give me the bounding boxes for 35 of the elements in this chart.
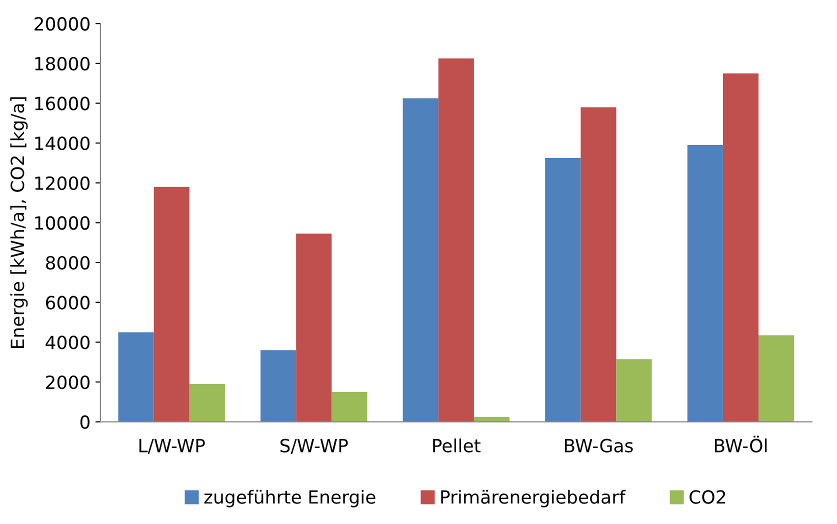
bar [260, 350, 296, 422]
bar [545, 158, 581, 422]
y-tick-label: 14000 [35, 136, 90, 150]
y-tick-label: 6000 [46, 296, 90, 310]
bar [438, 58, 474, 422]
x-tick-label: S/W-WP [280, 438, 348, 454]
bar [580, 107, 616, 422]
legend-label: CO2 [690, 490, 726, 504]
y-axis-title: Energie [kWh/a], CO2 [kg/a] [10, 97, 28, 348]
y-tick-label: 0 [80, 415, 90, 429]
y-tick-label: 8000 [46, 256, 90, 270]
y-tick-label: 12000 [35, 176, 90, 190]
y-tick-label: 10000 [35, 216, 90, 230]
bar [474, 416, 510, 422]
legend-label: Primärenergiebedarf [441, 490, 626, 508]
y-tick-label: 16000 [35, 96, 90, 110]
bar [758, 335, 794, 422]
x-tick-label: BW-Gas [564, 438, 633, 452]
y-tick-label: 18000 [35, 56, 90, 71]
legend-label: zugeführte Energie [204, 490, 376, 508]
bar [296, 234, 332, 422]
bar [189, 384, 225, 422]
bar [118, 332, 154, 422]
bar [332, 392, 368, 422]
x-tick-label: L/W-WP [139, 439, 205, 454]
bar [616, 359, 652, 422]
y-tick-label: 2000 [46, 375, 90, 390]
bar [402, 98, 438, 422]
x-tick-label: Pellet [433, 438, 481, 452]
bar [154, 186, 190, 422]
bar [687, 145, 723, 422]
x-tick-label: BW-Öl [714, 436, 767, 452]
y-tick-label: 20000 [34, 17, 90, 31]
y-tick-label: 4000 [46, 336, 90, 350]
bar [722, 73, 759, 422]
